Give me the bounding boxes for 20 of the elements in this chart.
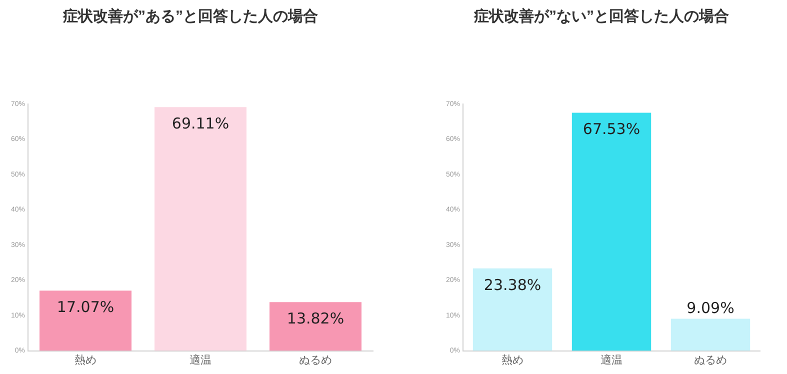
x-tick-label: 熱め: [502, 353, 524, 366]
chart-title: 症状改善が”ない”と回答した人の場合: [473, 7, 729, 26]
x-tick-label: 熱め: [74, 353, 97, 366]
bar: [270, 302, 362, 351]
chart-title: 症状改善が”ある”と回答した人の場合: [62, 7, 318, 26]
data-label: 13.82%: [286, 309, 344, 328]
bar: [670, 318, 750, 351]
data-label: 17.07%: [56, 298, 114, 316]
bar: [572, 112, 652, 351]
x-tick-label: ぬるめ: [299, 354, 332, 366]
bar: [40, 290, 132, 351]
data-label: 23.38%: [484, 276, 542, 294]
data-label: 69.11%: [172, 114, 230, 133]
data-label: 9.09%: [686, 299, 734, 318]
x-tick-label: 適温: [600, 353, 623, 366]
bar: [154, 107, 247, 351]
bar: [472, 268, 552, 351]
data-label: 67.53%: [582, 120, 640, 138]
x-tick-label: ぬるめ: [694, 354, 727, 366]
x-tick-label: 適温: [190, 353, 212, 366]
